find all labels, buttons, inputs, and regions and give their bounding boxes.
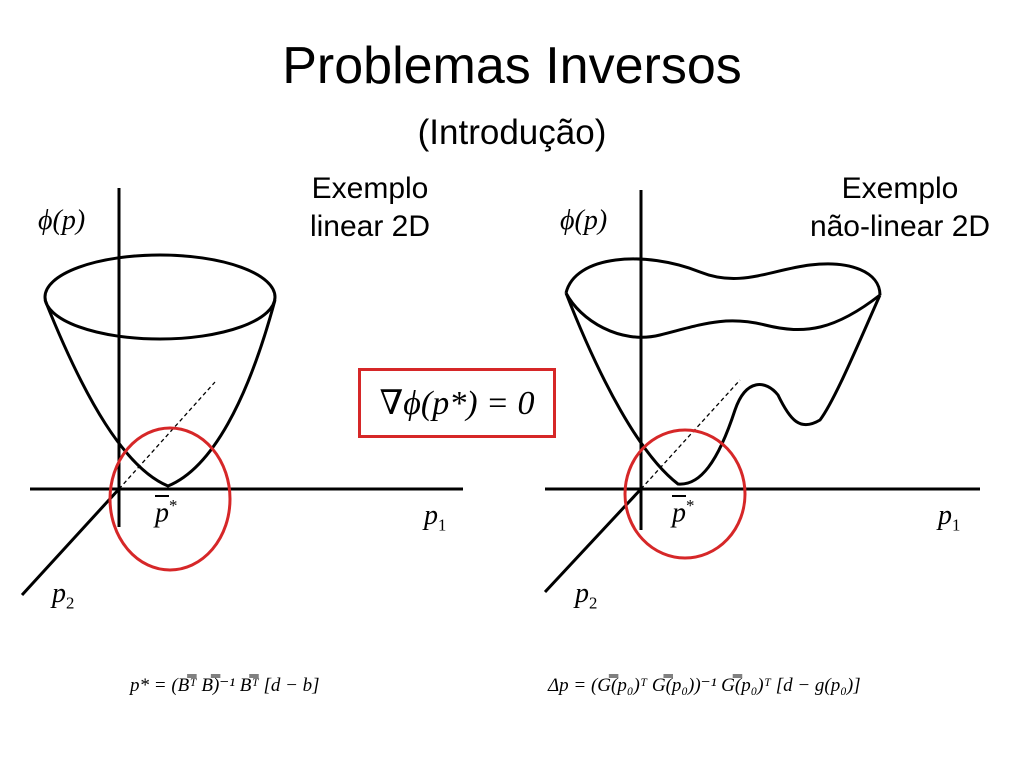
right-dashed-diagonal <box>640 379 741 490</box>
right-phi-label: ϕ(p) <box>560 205 608 236</box>
left-p2-text: p <box>52 578 66 609</box>
left-optimum-sup: * <box>169 496 178 515</box>
right-p1-label: p1 <box>938 500 960 536</box>
right-p2-text: p <box>575 578 589 609</box>
left-p1-label: p1 <box>424 500 446 536</box>
left-optimum-label: p* <box>155 496 177 529</box>
right-p1-sub: 1 <box>952 515 961 535</box>
left-paraboloid-surface <box>43 299 277 488</box>
left-phi-label: ϕ(p) <box>38 205 86 236</box>
right-surface-rim-top <box>564 257 882 296</box>
right-p1-text: p <box>938 500 952 531</box>
right-caption: Exemplo não-linear 2D <box>770 170 1024 246</box>
left-minimum-highlight <box>108 426 232 572</box>
right-surface-left-side <box>564 292 882 486</box>
slide-subtitle: (Introdução) <box>417 113 607 152</box>
slide-title: Problemas Inversos <box>282 37 742 95</box>
right-surface-rim-bottom <box>564 292 881 339</box>
right-optimum-label: p* <box>672 496 694 529</box>
right-p2-label: p2 <box>575 578 597 614</box>
left-diagram <box>20 188 463 597</box>
right-diagram <box>543 190 980 594</box>
right-optimum-text: p <box>672 497 686 529</box>
right-optimum-sup: * <box>686 496 695 515</box>
right-caption-line2: não-linear 2D <box>809 210 991 243</box>
left-p2-label: p2 <box>52 578 74 614</box>
left-p1-text: p <box>424 500 438 531</box>
gradient-condition-box: ∇ϕ(p*) = 0 <box>358 368 556 438</box>
right-update-formula: Δp = (G̿(p₀)ᵀ G̿(p₀))⁻¹ G̿(p₀)ᵀ [d − g(p… <box>548 675 861 696</box>
right-minimum-highlight <box>623 428 747 560</box>
gradient-condition-text: ∇ϕ(p*) = 0 <box>379 385 535 422</box>
left-p1-sub: 1 <box>438 515 447 535</box>
left-paraboloid-rim <box>43 253 277 341</box>
left-caption-line2: linear 2D <box>309 210 431 243</box>
left-p2-axis <box>20 487 121 597</box>
left-dashed-diagonal <box>118 381 216 490</box>
left-p2-sub: 2 <box>66 593 75 613</box>
right-caption-line1: Exemplo <box>841 172 959 205</box>
left-caption-line1: Exemplo <box>311 172 429 205</box>
right-p2-sub: 2 <box>589 593 598 613</box>
left-optimum-text: p <box>155 497 169 529</box>
left-solution-formula: p* = (B̿ᵀ B̿)⁻¹ B̿ᵀ [d − b] <box>130 675 320 696</box>
left-caption: Exemplo linear 2D <box>270 170 470 246</box>
